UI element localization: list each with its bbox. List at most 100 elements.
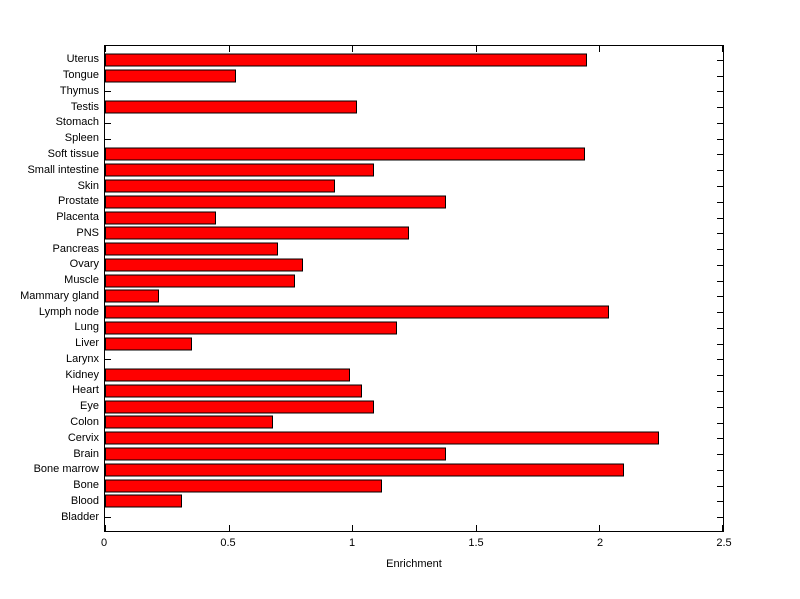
y-tick-label-small-intestine: Small intestine [27,163,99,176]
x-tick-mark [476,525,477,531]
y-tick-mark [717,218,723,219]
y-tick-mark [717,470,723,471]
bar-row-soft-tissue [105,147,723,163]
bar-row-mammary-gland [105,288,723,304]
bar-mammary-gland [105,289,159,303]
bar-eye [105,400,374,414]
x-tick-mark [352,46,353,52]
y-tick-label-pns: PNS [76,226,99,239]
y-tick-mark [105,359,111,360]
x-tick-mark [476,46,477,52]
y-tick-mark [717,438,723,439]
y-tick-mark [717,202,723,203]
bar-lymph-node [105,305,609,319]
y-tick-mark [717,312,723,313]
y-tick-mark [717,501,723,502]
x-axis-title: Enrichment [386,558,442,570]
y-tick-label-soft-tissue: Soft tissue [47,147,99,160]
y-tick-mark [105,139,111,140]
y-tick-mark [717,486,723,487]
bar-soft-tissue [105,147,585,161]
bar-colon [105,415,273,429]
y-tick-mark [717,375,723,376]
x-tick-mark [229,525,230,531]
y-tick-label-kidney: Kidney [65,368,99,381]
bar-kidney [105,368,350,382]
x-tick-mark [105,46,106,52]
bar-row-brain [105,446,723,462]
x-tick-label-0: 0 [100,537,108,549]
bar-placenta [105,211,216,225]
bar-row-prostate [105,194,723,210]
bar-testis [105,100,357,114]
y-tick-label-uterus: Uterus [66,53,99,66]
bar-row-lymph-node [105,304,723,320]
y-tick-mark [717,233,723,234]
y-tick-mark [717,391,723,392]
plot-area [104,45,724,532]
y-tick-mark [717,186,723,187]
bar-row-bladder [105,509,723,525]
y-tick-label-spleen: Spleen [64,132,99,145]
bar-row-thymus [105,84,723,100]
bar-row-bone [105,478,723,494]
y-tick-mark [105,91,111,92]
y-tick-mark [717,344,723,345]
bar-row-ovary [105,257,723,273]
y-tick-label-tongue: Tongue [62,69,99,82]
bar-row-lung [105,320,723,336]
y-tick-mark [717,359,723,360]
y-tick-label-prostate: Prostate [58,195,99,208]
y-tick-mark [717,328,723,329]
y-tick-label-eye: Eye [80,400,99,413]
y-tick-mark [717,154,723,155]
x-tick-mark [722,46,723,52]
bar-prostate [105,195,446,209]
y-tick-label-ovary: Ovary [69,258,99,271]
y-tick-mark [717,423,723,424]
y-tick-mark [717,296,723,297]
x-tick-mark [105,525,106,531]
y-tick-mark [717,123,723,124]
bar-row-kidney [105,367,723,383]
bar-row-larynx [105,352,723,368]
y-tick-label-bone: Bone [73,479,99,492]
bar-rows [105,46,723,531]
bar-row-skin [105,178,723,194]
bar-tongue [105,69,236,83]
y-tick-mark [717,517,723,518]
x-tick-label-0.5: 0.5 [220,537,236,549]
y-tick-label-skin: Skin [77,179,99,192]
y-tick-mark [717,170,723,171]
y-tick-mark [105,123,111,124]
bar-row-bone-marrow [105,462,723,478]
y-tick-mark [717,407,723,408]
x-tick-label-1: 1 [348,537,356,549]
bar-row-eye [105,399,723,415]
y-tick-label-bone-marrow: Bone marrow [33,463,99,476]
bar-row-muscle [105,273,723,289]
y-tick-label-larynx: Larynx [65,352,99,365]
y-tick-label-testis: Testis [70,100,99,113]
bar-cervix [105,431,659,445]
x-tick-mark [722,525,723,531]
bar-row-blood [105,493,723,509]
bar-row-cervix [105,430,723,446]
bar-pancreas [105,242,278,256]
y-tick-label-brain: Brain [73,447,99,460]
bar-row-placenta [105,210,723,226]
bar-row-colon [105,415,723,431]
y-axis-labels: Uterus Tongue Thymus Testis Stomach Spleen Sof… [0,46,99,531]
x-tick-label-2: 2 [596,537,604,549]
bar-uterus [105,53,587,67]
x-tick-mark [599,525,600,531]
y-tick-mark [717,60,723,61]
bar-row-uterus [105,52,723,68]
y-tick-mark [717,249,723,250]
bar-muscle [105,274,295,288]
y-tick-label-cervix: Cervix [67,431,99,444]
y-tick-label-lung: Lung [74,321,99,334]
y-tick-label-liver: Liver [75,337,99,350]
bar-brain [105,447,446,461]
